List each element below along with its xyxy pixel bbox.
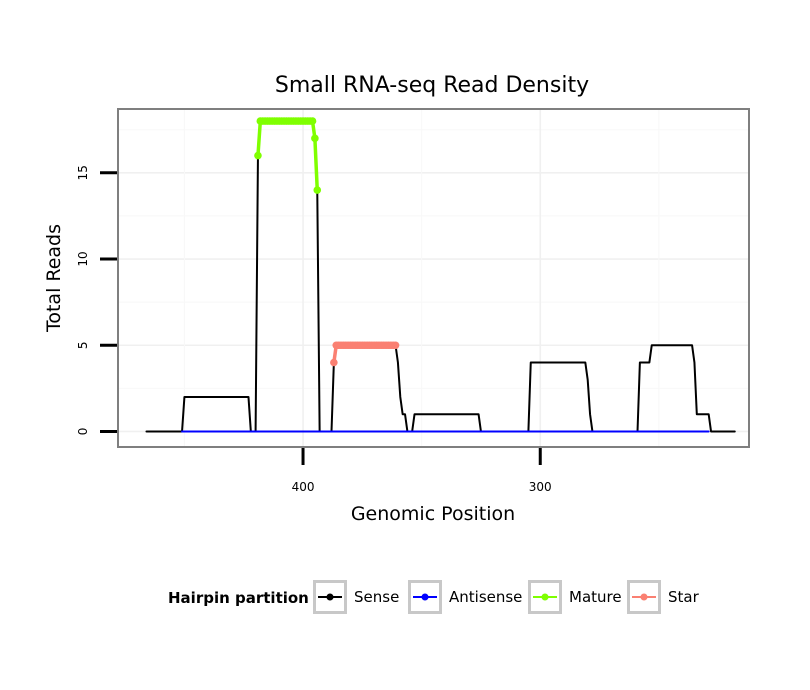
y-tick-label: 5 (76, 341, 90, 349)
y-tick-label: 10 (76, 251, 90, 266)
plot-border (117, 108, 750, 448)
legend-key-dot (326, 593, 334, 601)
legend-key-dot (541, 593, 549, 601)
y-axis-title: Total Reads (43, 224, 65, 333)
data-point-mature (313, 186, 322, 194)
y-tick-label: 0 (76, 428, 90, 436)
legend-title: Hairpin partition (168, 589, 309, 607)
x-axis-title: Genomic Position (351, 503, 515, 525)
chart-title: Small RNA-seq Read Density (275, 73, 589, 98)
data-point-mature (254, 151, 262, 160)
data-point-mature (308, 117, 317, 125)
legend-key-dot (640, 593, 648, 601)
x-tick-label: 400 (292, 480, 315, 494)
data-point-mature (311, 134, 319, 143)
legend-label: Antisense (449, 588, 522, 606)
axes: 0 5 10 15 400 300 (76, 165, 552, 494)
legend: Hairpin partition Sense Antisense Mature St… (168, 580, 700, 614)
data-point-star (391, 341, 400, 350)
legend-label: Mature (569, 588, 622, 606)
data-point-star (330, 358, 338, 367)
legend-key-dot (421, 593, 429, 601)
legend-label: Star (668, 588, 700, 606)
legend-label: Sense (354, 588, 399, 606)
x-tick-label: 300 (529, 480, 552, 494)
y-tick-label: 15 (76, 165, 90, 180)
plot-panel (118, 109, 749, 447)
series-layer (145, 117, 736, 433)
grid-lines (118, 109, 749, 447)
